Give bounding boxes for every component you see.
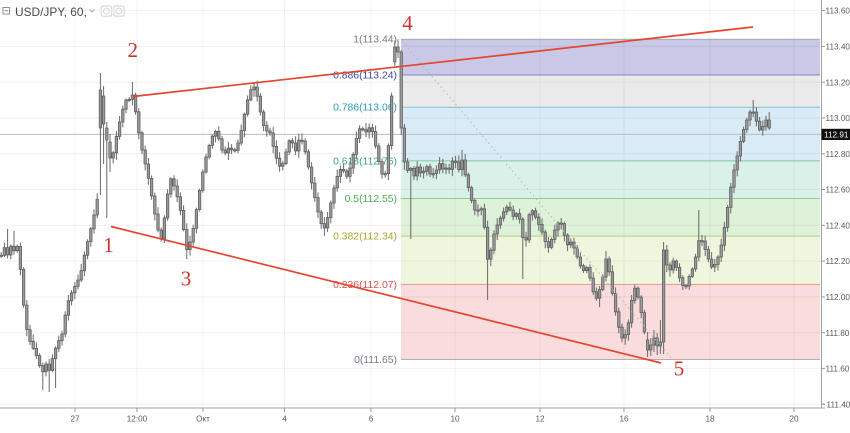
svg-text:111.80: 111.80 — [826, 329, 850, 338]
svg-text:0.786(113.06): 0.786(113.06) — [333, 103, 397, 114]
svg-text:10: 10 — [450, 415, 460, 424]
svg-text:112.00: 112.00 — [826, 293, 850, 302]
svg-text:USD/JPY, 60,: USD/JPY, 60, — [15, 5, 87, 19]
svg-text:12:00: 12:00 — [127, 415, 148, 424]
svg-text:12: 12 — [535, 415, 545, 424]
svg-text:20: 20 — [789, 415, 799, 424]
svg-text:0.382(112.34): 0.382(112.34) — [333, 232, 397, 243]
svg-text:0.5(112.55): 0.5(112.55) — [345, 194, 397, 205]
svg-text:113.60: 113.60 — [826, 7, 850, 16]
svg-text:2: 2 — [127, 38, 138, 62]
svg-text:111.60: 111.60 — [826, 365, 850, 374]
svg-text:1(113.44): 1(113.44) — [353, 35, 397, 46]
svg-text:113.40: 113.40 — [826, 43, 850, 52]
svg-text:4: 4 — [402, 11, 413, 35]
svg-text:3: 3 — [181, 267, 192, 291]
svg-text:0(111.65): 0(111.65) — [354, 355, 397, 366]
svg-text:16: 16 — [619, 415, 629, 424]
svg-text:Окт: Окт — [196, 415, 210, 424]
svg-text:112.91: 112.91 — [824, 131, 849, 140]
svg-text:1: 1 — [103, 233, 114, 257]
svg-text:112.20: 112.20 — [826, 257, 850, 266]
svg-text:6: 6 — [369, 415, 374, 424]
svg-text:113.00: 113.00 — [826, 114, 850, 123]
svg-text:112.40: 112.40 — [826, 221, 850, 230]
svg-text:18: 18 — [705, 415, 715, 424]
svg-text:113.20: 113.20 — [826, 78, 850, 87]
svg-text:0.886(113.24): 0.886(113.24) — [333, 70, 397, 81]
svg-text:4: 4 — [282, 415, 287, 424]
svg-text:111.40: 111.40 — [827, 400, 850, 409]
svg-text:5: 5 — [674, 357, 685, 381]
svg-text:112.60: 112.60 — [826, 186, 850, 195]
svg-text:112.80: 112.80 — [826, 150, 850, 159]
svg-text:27: 27 — [70, 415, 80, 424]
